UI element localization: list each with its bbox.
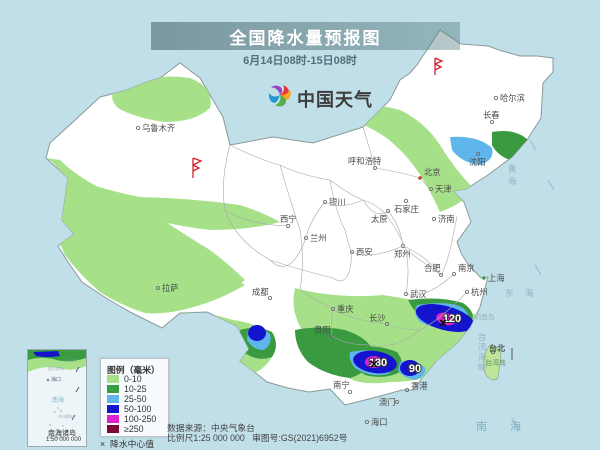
svg-text:杭州: 杭州 xyxy=(471,287,488,297)
svg-text:长沙: 长沙 xyxy=(369,313,386,323)
svg-text:呼和浩特: 呼和浩特 xyxy=(348,156,381,166)
svg-text:东: 东 xyxy=(505,288,514,298)
svg-text:中沙群岛: 中沙群岛 xyxy=(58,413,74,419)
svg-text:海: 海 xyxy=(508,176,517,186)
svg-text:郑州: 郑州 xyxy=(394,249,411,259)
svg-text:海: 海 xyxy=(525,288,534,298)
svg-text:武汉: 武汉 xyxy=(410,289,427,299)
svg-text:乌鲁木齐: 乌鲁木齐 xyxy=(142,123,175,133)
svg-text:西宁: 西宁 xyxy=(280,214,297,224)
svg-text:湾: 湾 xyxy=(478,342,487,352)
svg-text:○三沙: ○三沙 xyxy=(65,358,77,363)
svg-text:钓鱼岛: 钓鱼岛 xyxy=(475,312,495,321)
svg-text:北京: 北京 xyxy=(424,167,441,177)
svg-text:上海: 上海 xyxy=(488,273,505,283)
svg-text:太原: 太原 xyxy=(371,214,388,224)
svg-text:西安: 西安 xyxy=(356,247,373,257)
svg-text:天津: 天津 xyxy=(435,184,452,194)
svg-text:海口: 海口 xyxy=(51,376,61,383)
svg-text:澳门: 澳门 xyxy=(379,397,396,407)
svg-text:长春: 长春 xyxy=(483,110,500,120)
svg-text:香港: 香港 xyxy=(411,381,428,391)
svg-text:海: 海 xyxy=(510,419,521,433)
svg-text:石家庄: 石家庄 xyxy=(394,204,419,214)
svg-text:哈尔滨: 哈尔滨 xyxy=(500,93,525,103)
svg-text:台湾岛: 台湾岛 xyxy=(485,358,506,367)
svg-text:拉萨: 拉萨 xyxy=(162,283,179,293)
svg-text:南宁: 南宁 xyxy=(333,380,350,390)
svg-text:济南: 济南 xyxy=(438,214,455,224)
svg-text:120: 120 xyxy=(443,313,461,325)
svg-text:兰州: 兰州 xyxy=(310,233,327,243)
svg-text:西沙群岛: 西沙群岛 xyxy=(48,365,64,371)
svg-text:沈阳: 沈阳 xyxy=(469,157,486,167)
svg-text:90: 90 xyxy=(409,363,421,375)
svg-text:台: 台 xyxy=(478,332,487,342)
svg-text:南: 南 xyxy=(476,420,487,433)
svg-text:海口: 海口 xyxy=(371,417,388,427)
svg-text:台北: 台北 xyxy=(489,343,505,353)
svg-text:成都: 成都 xyxy=(252,287,269,297)
svg-text:南海: 南海 xyxy=(52,396,64,404)
svg-text:南京: 南京 xyxy=(458,263,475,273)
svg-text:黄: 黄 xyxy=(508,164,517,174)
svg-text:贵阳: 贵阳 xyxy=(314,325,331,335)
